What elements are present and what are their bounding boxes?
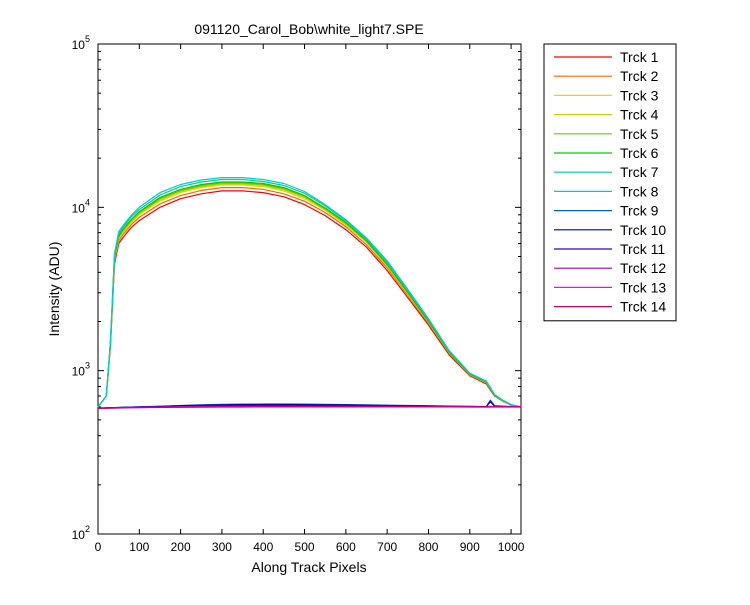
x-tick-label: 900 [460,540,480,554]
legend-label: Trck 4 [620,107,659,123]
y-tick-label: 102 [72,524,90,542]
legend-label: Trck 13 [620,279,666,295]
y-tick-label: 103 [72,361,90,379]
x-axis-label: Along Track Pixels [251,559,366,575]
legend-label: Trck 5 [620,126,659,142]
legend-label: Trck 6 [620,145,659,161]
legend-label: Trck 2 [620,68,659,84]
legend-label: Trck 12 [620,260,666,276]
x-tick-label: 600 [336,540,356,554]
x-tick-label: 400 [253,540,273,554]
legend-label: Trck 1 [620,49,659,65]
x-tick-label: 0 [95,540,102,554]
x-tick-label: 800 [418,540,438,554]
x-tick-label: 100 [129,540,149,554]
series-lines [97,177,522,409]
x-tick-label: 300 [212,540,232,554]
legend-label: Trck 7 [620,164,659,180]
legend-label: Trck 3 [620,87,659,103]
legend-label: Trck 14 [620,299,666,315]
chart-title: 091120_Carol_Bob\white_light7.SPE [194,21,423,37]
series-line-trck-8 [97,177,522,408]
legend-label: Trck 11 [620,241,665,257]
x-tick-label: 1000 [498,540,525,554]
y-tick-label: 104 [72,197,90,215]
legend-box [543,43,677,322]
x-tick-label: 500 [295,540,315,554]
y-axis-label: Intensity (ADU) [46,242,62,337]
series-line-trck-14 [98,406,521,409]
x-tick-label: 200 [171,540,191,554]
legend-label: Trck 8 [620,183,659,199]
y-axis-ticks: 102 103 104 105 [72,34,521,542]
y-tick-label: 105 [72,34,90,52]
x-axis-ticks: 0 100 200 300 400 500 600 700 800 900 1000 [95,44,525,554]
x-tick-label: 700 [377,540,397,554]
legend: Trck 1 Trck 2 Trck 3 Trck 4 Trck 5 Trck 6 Trck… [543,43,677,322]
legend-label: Trck 10 [620,222,666,238]
plot-area [97,43,522,535]
legend-label: Trck 9 [620,203,659,219]
